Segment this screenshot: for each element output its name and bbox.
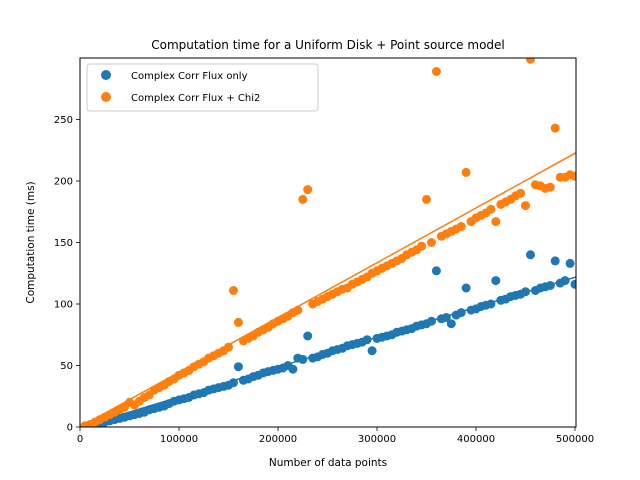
- data-point-series-0-74: [446, 319, 456, 329]
- fit-line-series-0: [80, 276, 576, 427]
- data-point-series-1-90: [526, 58, 535, 64]
- data-point-series-0-94: [545, 281, 555, 290]
- x-tick-label-3: 300000: [358, 434, 396, 445]
- data-point-series-0-42: [288, 364, 298, 374]
- data-point-series-1-44: [298, 194, 308, 204]
- data-point-series-1-88: [516, 188, 526, 198]
- data-point-series-1-99: [570, 171, 576, 181]
- data-point-series-1-77: [461, 167, 471, 177]
- x-tick-label-4: 400000: [457, 434, 495, 445]
- plot-area: [80, 58, 576, 427]
- data-point-series-0-31: [233, 362, 243, 372]
- legend-label-flux-only: Complex Corr Flux only: [131, 71, 248, 82]
- data-point-series-1-83: [491, 217, 501, 227]
- data-point-series-0-71: [431, 266, 441, 276]
- y-axis-label: Computation time (ms): [25, 181, 37, 303]
- data-point-series-1-76: [456, 222, 466, 231]
- data-point-series-0-98: [565, 258, 575, 268]
- data-point-series-1-68: [417, 241, 427, 251]
- data-point-series-0-90: [526, 250, 535, 260]
- data-point-series-0-45: [303, 331, 313, 341]
- data-point-series-1-69: [422, 194, 431, 204]
- x-tick-label-0: 0: [77, 434, 83, 445]
- x-tick-label-2: 200000: [259, 434, 297, 445]
- x-tick-label-5: 500000: [556, 434, 594, 445]
- data-point-series-1-95: [550, 123, 560, 133]
- y-tick-label-5: 250: [54, 115, 73, 126]
- y-tick-label-2: 100: [54, 300, 73, 311]
- legend-marker-flux-only: [101, 70, 111, 80]
- axis-ticks: 0 100000 200000 300000 400000 500000 0 50 100 150…: [54, 115, 594, 445]
- data-point-series-0-83: [491, 276, 501, 286]
- data-point-series-1-94: [545, 182, 555, 192]
- data-point-series-1-89: [521, 201, 530, 211]
- plot-frame: [79, 57, 577, 428]
- y-tick-label-4: 200: [54, 177, 73, 188]
- data-point-series-1-82: [486, 204, 496, 214]
- data-point-series-1-70: [427, 238, 436, 247]
- data-point-series-0-99: [570, 279, 576, 289]
- chart-title: Computation time for a Uniform Disk + Po…: [151, 38, 505, 52]
- legend-box: [86, 63, 319, 112]
- fit-line-series-1: [80, 152, 576, 427]
- legend-label-flux-chi2: Complex Corr Flux + Chi2: [131, 93, 260, 104]
- data-point-series-1-29: [224, 342, 233, 352]
- y-tick-label-3: 150: [54, 238, 73, 249]
- y-tick-label-0: 0: [67, 423, 73, 434]
- data-point-series-1-45: [303, 185, 313, 195]
- x-tick-label-1: 100000: [160, 434, 198, 445]
- data-point-series-0-95: [550, 256, 560, 266]
- legend: Complex Corr Flux only Complex Corr Flux…: [86, 63, 319, 112]
- data-point-series-1-31: [233, 317, 243, 327]
- data-point-series-1-71: [431, 67, 441, 76]
- y-tick-label-1: 50: [60, 361, 73, 372]
- x-axis-label: Number of data points: [269, 457, 387, 469]
- data-point-series-0-77: [461, 283, 471, 293]
- legend-marker-flux-chi2: [101, 92, 111, 102]
- data-point-series-1-30: [229, 286, 238, 295]
- data-point-series-0-58: [367, 346, 377, 356]
